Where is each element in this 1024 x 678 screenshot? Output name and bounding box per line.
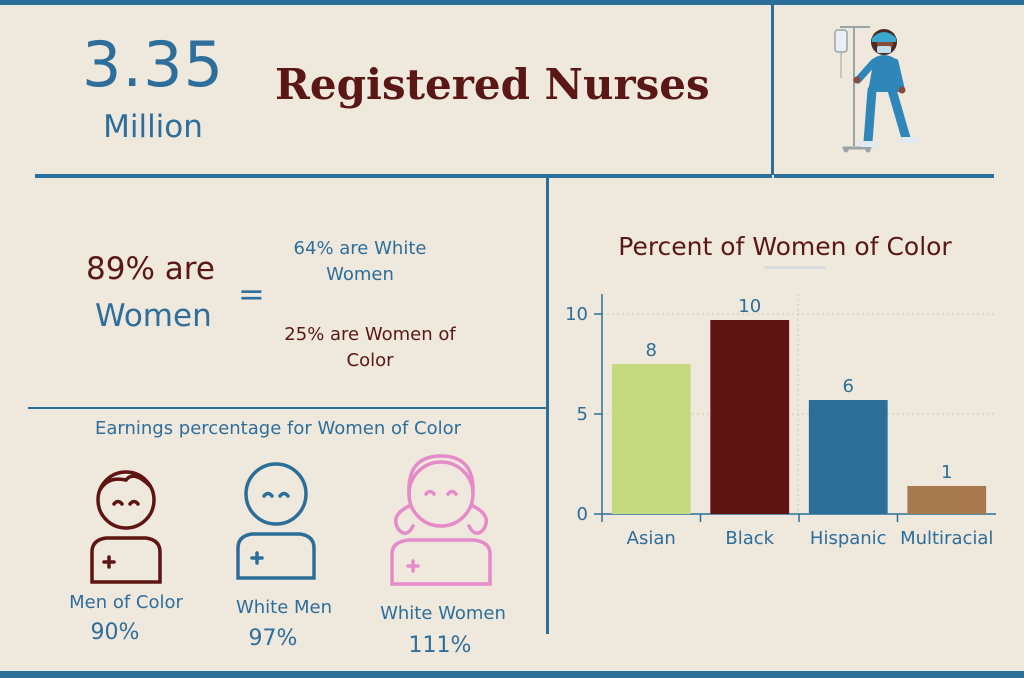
bar-hispanic: [808, 400, 888, 514]
bar-asian: [611, 364, 691, 514]
white-man-icon: [236, 462, 316, 580]
x-tick-label: Black: [725, 528, 774, 549]
nurse-count-number: 3.35: [81, 28, 225, 101]
header-divider-vertical: [771, 5, 774, 175]
white-woman-icon: [390, 454, 492, 586]
header-divider-horizontal-right: [774, 174, 994, 178]
women-of-color-share: 25% are Women of Color: [284, 324, 456, 371]
white-women-value: 111%: [408, 633, 472, 658]
data-label: 10: [738, 296, 761, 317]
bar-black: [710, 320, 790, 514]
women-percent-line2: Women: [95, 298, 212, 334]
equals-sign: =: [238, 275, 265, 313]
middle-divider-vertical: [546, 178, 549, 634]
white-women-share: 64% are White Women: [293, 238, 427, 285]
top-border: [0, 0, 1024, 5]
data-label: 1: [941, 462, 952, 483]
y-tick-label: 5: [577, 404, 588, 425]
man-of-color-icon: [90, 470, 162, 584]
chart-title-underline: [764, 266, 826, 269]
bar-multiracial: [907, 486, 987, 514]
bottom-border: [0, 671, 1024, 678]
x-tick-label: Asian: [627, 528, 676, 549]
white-men-label: White Men: [235, 597, 333, 618]
data-label: 6: [843, 376, 854, 397]
y-tick-label: 10: [565, 304, 588, 325]
nurse-with-iv-pole-icon: [834, 26, 919, 153]
page-title: Registered Nurses: [275, 60, 710, 109]
nurse-count-unit: Million: [103, 109, 203, 145]
header-divider-horizontal-left: [35, 174, 772, 178]
x-tick-label: Hispanic: [810, 528, 887, 549]
white-women-label: White Women: [380, 603, 506, 624]
men-of-color-value: 90%: [90, 620, 140, 645]
women-percent-line1: 89% are: [86, 251, 215, 287]
y-tick-label: 0: [577, 504, 588, 525]
bar-chart: 0 5 10 8 Asian 10 Black 6 Hispanic 1 Multiracial: [565, 294, 996, 549]
chart-title: Percent of Women of Color: [618, 232, 952, 261]
data-label: 8: [646, 340, 657, 361]
x-tick-label: Multiracial: [900, 528, 993, 549]
men-of-color-label: Men of Color: [69, 592, 183, 613]
left-section-divider: [28, 407, 548, 409]
white-men-value: 97%: [248, 626, 298, 651]
earnings-title: Earnings percentage for Women of Color: [94, 418, 462, 439]
